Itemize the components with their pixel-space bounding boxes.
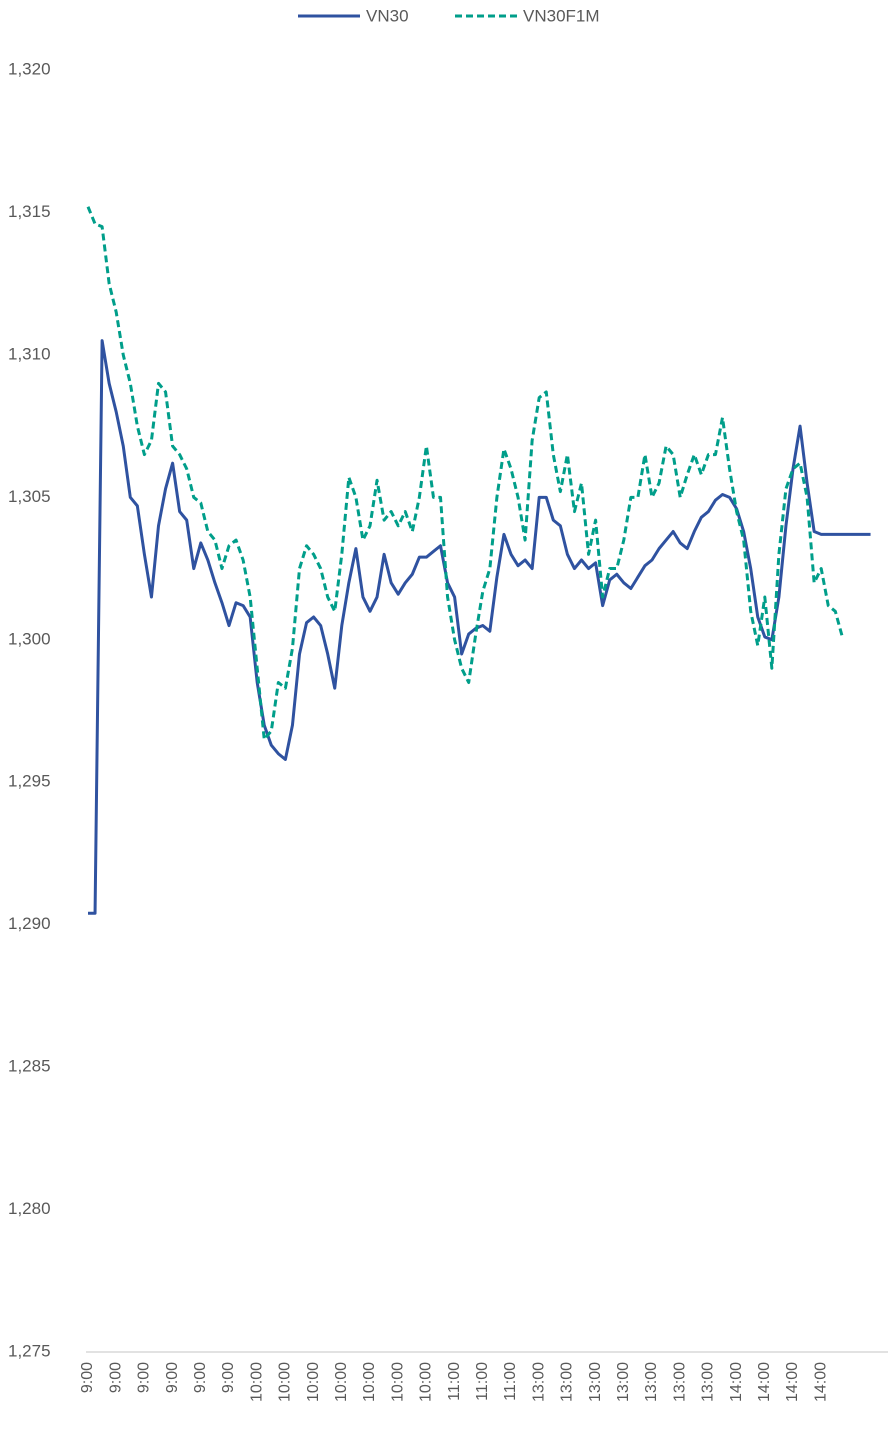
- x-tick-label: 10:00: [305, 1362, 322, 1402]
- x-tick-label: 14:00: [728, 1362, 745, 1402]
- x-tick-label: 11:00: [446, 1362, 463, 1401]
- x-tick-label: 9:00: [79, 1362, 96, 1393]
- y-tick-label: 1,295: [8, 772, 51, 791]
- x-tick-label: 13:00: [671, 1362, 688, 1402]
- y-tick-label: 1,290: [8, 914, 51, 933]
- x-tick-label: 10:00: [389, 1362, 406, 1402]
- x-tick-label: 13:00: [530, 1362, 547, 1402]
- x-tick-label: 13:00: [700, 1362, 717, 1402]
- x-tick-label: 10:00: [333, 1362, 350, 1402]
- y-tick-label: 1,310: [8, 344, 51, 363]
- y-tick-label: 1,275: [8, 1341, 51, 1360]
- x-tick-label: 10:00: [277, 1362, 294, 1402]
- legend-label: VN30F1M: [523, 6, 600, 25]
- x-tick-label: 13:00: [587, 1362, 604, 1402]
- series-line: [88, 339, 871, 915]
- x-tick-label: 13:00: [615, 1362, 632, 1402]
- x-tick-label: 9:00: [220, 1362, 237, 1393]
- x-tick-label: 11:00: [502, 1362, 519, 1401]
- x-tick-label: 10:00: [248, 1362, 265, 1402]
- x-tick-label: 9:00: [164, 1362, 181, 1393]
- y-tick-label: 1,300: [8, 629, 51, 648]
- x-tick-label: 11:00: [474, 1362, 491, 1401]
- y-tick-label: 1,320: [8, 59, 51, 78]
- x-tick-label: 14:00: [784, 1362, 801, 1402]
- y-tick-label: 1,315: [8, 202, 51, 221]
- x-tick-label: 14:00: [756, 1362, 773, 1402]
- y-tick-label: 1,280: [8, 1199, 51, 1218]
- x-tick-label: 9:00: [192, 1362, 209, 1393]
- x-tick-label: 9:00: [107, 1362, 124, 1393]
- x-tick-label: 13:00: [559, 1362, 576, 1402]
- x-tick-label: 9:00: [136, 1362, 153, 1393]
- x-tick-label: 10:00: [361, 1362, 378, 1402]
- legend-label: VN30: [366, 6, 409, 25]
- x-tick-label: 13:00: [643, 1362, 660, 1402]
- x-tick-label: 10:00: [418, 1362, 435, 1402]
- y-tick-label: 1,285: [8, 1057, 51, 1076]
- x-tick-label: 14:00: [812, 1362, 829, 1402]
- y-tick-label: 1,305: [8, 487, 51, 506]
- series-line: [86, 206, 844, 741]
